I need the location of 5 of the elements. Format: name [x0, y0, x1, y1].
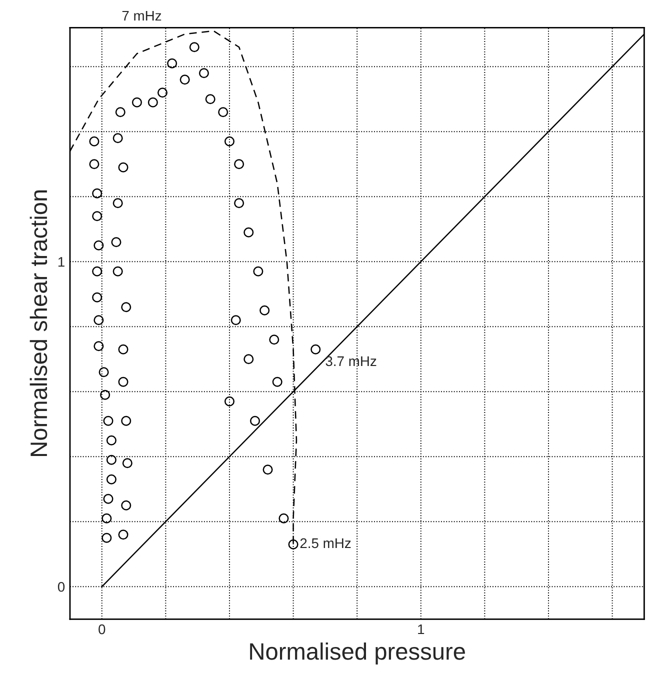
text: 7 mHz	[122, 10, 162, 21]
x-axis-title: Normalised pressure	[250, 642, 465, 665]
annotation: 2.5 mHz	[300, 538, 351, 548]
annotation: 3.7 mHz	[326, 356, 376, 366]
y-axis-title: Normalised shear traction	[30, 190, 48, 456]
